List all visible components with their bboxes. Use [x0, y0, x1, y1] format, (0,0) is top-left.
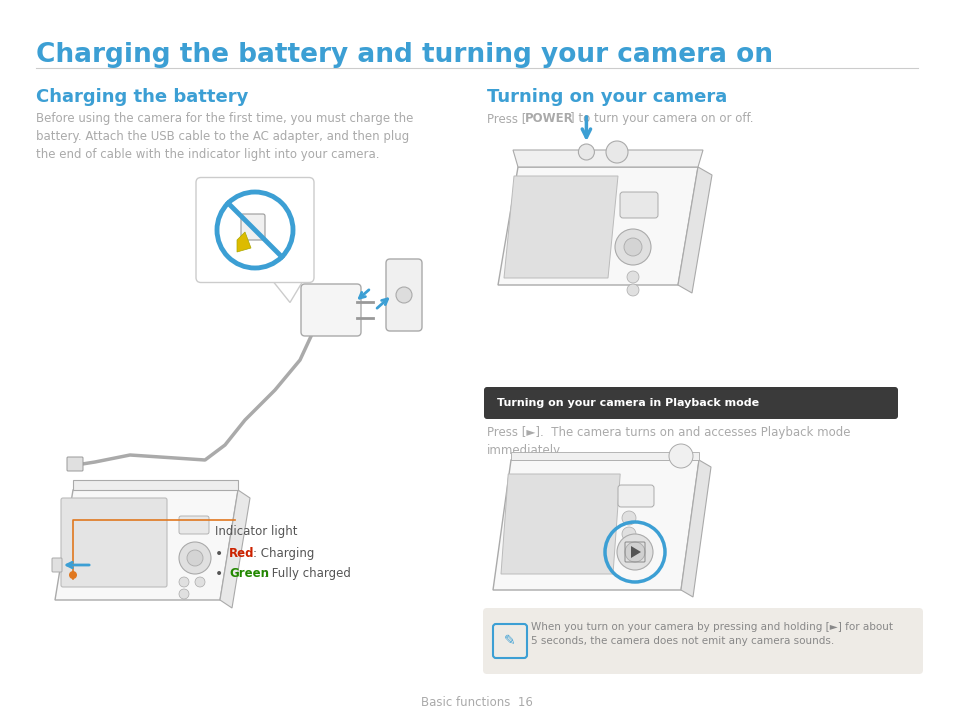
- Circle shape: [668, 444, 692, 468]
- FancyBboxPatch shape: [301, 284, 360, 336]
- Polygon shape: [680, 460, 710, 597]
- Circle shape: [605, 141, 627, 163]
- Circle shape: [69, 571, 77, 579]
- Polygon shape: [236, 232, 251, 252]
- Text: Press [: Press [: [486, 112, 526, 125]
- Polygon shape: [270, 277, 305, 302]
- Text: Green: Green: [229, 567, 269, 580]
- Circle shape: [194, 577, 205, 587]
- FancyBboxPatch shape: [61, 498, 167, 587]
- Text: Charging the battery and turning your camera on: Charging the battery and turning your ca…: [36, 42, 772, 68]
- Polygon shape: [511, 452, 699, 460]
- Text: Press [►].  The camera turns on and accesses Playback mode: Press [►]. The camera turns on and acces…: [486, 426, 850, 439]
- Circle shape: [617, 534, 652, 570]
- FancyBboxPatch shape: [195, 178, 314, 282]
- Text: Charging the battery: Charging the battery: [36, 88, 248, 106]
- Circle shape: [179, 577, 189, 587]
- Circle shape: [621, 527, 636, 541]
- Text: Before using the camera for the first time, you must charge the
battery. Attach : Before using the camera for the first ti…: [36, 112, 413, 161]
- Polygon shape: [493, 460, 699, 590]
- Polygon shape: [220, 490, 250, 608]
- Circle shape: [187, 550, 203, 566]
- Text: Indicator light: Indicator light: [214, 525, 297, 538]
- FancyBboxPatch shape: [619, 192, 658, 218]
- Circle shape: [621, 511, 636, 525]
- Circle shape: [216, 192, 293, 268]
- FancyBboxPatch shape: [179, 516, 209, 534]
- Polygon shape: [73, 480, 237, 490]
- Text: Turning on your camera: Turning on your camera: [486, 88, 726, 106]
- Circle shape: [626, 271, 639, 283]
- FancyBboxPatch shape: [618, 485, 654, 507]
- Circle shape: [624, 542, 644, 562]
- FancyBboxPatch shape: [67, 457, 83, 471]
- Circle shape: [395, 287, 412, 303]
- Text: Basic functions  16: Basic functions 16: [420, 696, 533, 709]
- Circle shape: [615, 229, 650, 265]
- Polygon shape: [630, 546, 640, 558]
- Circle shape: [626, 284, 639, 296]
- Text: POWER: POWER: [524, 112, 573, 125]
- FancyBboxPatch shape: [241, 214, 265, 240]
- Text: : Charging: : Charging: [253, 547, 314, 560]
- Text: Red: Red: [229, 547, 254, 560]
- Circle shape: [179, 589, 189, 599]
- Text: •: •: [214, 567, 223, 581]
- Circle shape: [578, 144, 594, 160]
- Text: When you turn on your camera by pressing and holding [►] for about
5 seconds, th: When you turn on your camera by pressing…: [531, 622, 892, 646]
- Polygon shape: [678, 167, 711, 293]
- Polygon shape: [513, 150, 702, 167]
- Text: Turning on your camera in Playback mode: Turning on your camera in Playback mode: [497, 398, 759, 408]
- Polygon shape: [55, 490, 237, 600]
- Polygon shape: [497, 167, 698, 285]
- FancyBboxPatch shape: [482, 608, 923, 674]
- FancyBboxPatch shape: [483, 387, 897, 419]
- FancyBboxPatch shape: [52, 558, 62, 572]
- Text: ✎: ✎: [503, 634, 516, 648]
- Text: •: •: [214, 547, 223, 561]
- Circle shape: [179, 542, 211, 574]
- Text: immediately.: immediately.: [486, 444, 562, 457]
- Text: ] to turn your camera on or off.: ] to turn your camera on or off.: [569, 112, 753, 125]
- Polygon shape: [500, 474, 619, 574]
- Text: : Fully charged: : Fully charged: [264, 567, 351, 580]
- Circle shape: [623, 238, 641, 256]
- Polygon shape: [503, 176, 618, 278]
- FancyBboxPatch shape: [386, 259, 421, 331]
